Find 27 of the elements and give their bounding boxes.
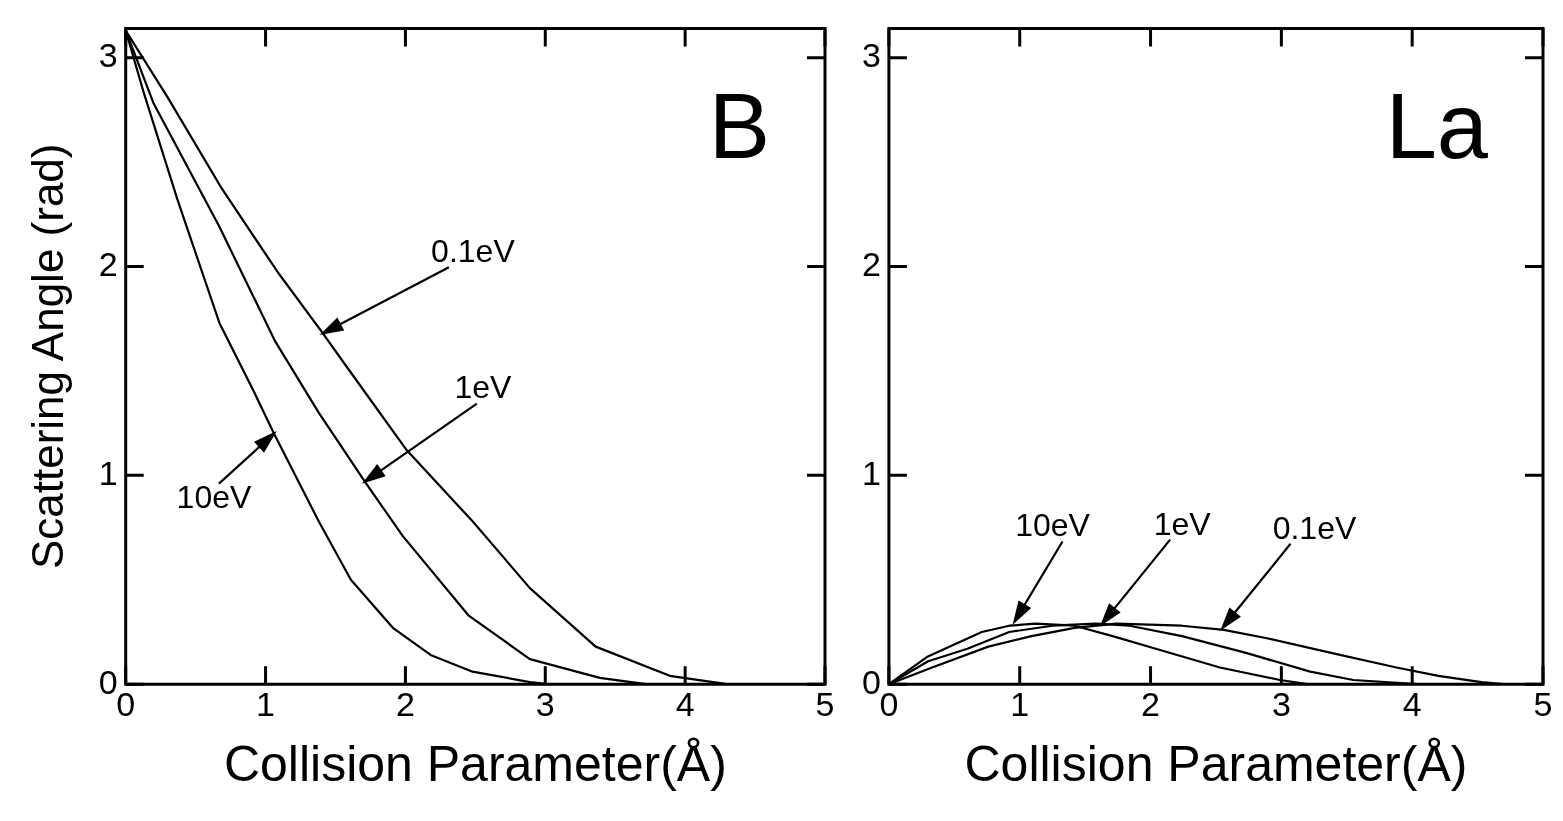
- x-tick-label: 4: [1402, 684, 1422, 723]
- x-tick-label: 1: [256, 684, 276, 723]
- y-tick-label: 2: [98, 244, 118, 283]
- x-tick-label: 2: [395, 684, 415, 723]
- annotation: 1eV: [454, 369, 512, 406]
- x-tick-label: 5: [815, 684, 835, 723]
- x-axis-title: Collision Parameter(Å): [964, 735, 1468, 792]
- x-tick-label: 4: [675, 684, 695, 723]
- annotation: 0.1eV: [1272, 509, 1357, 546]
- annotation: 1eV: [1153, 506, 1212, 543]
- annotation: 10eV: [1015, 507, 1091, 544]
- text: La: [1385, 74, 1489, 177]
- x-tick-label: 3: [1271, 684, 1291, 723]
- text: B: [708, 74, 770, 177]
- y-tick-label: 3: [861, 36, 881, 75]
- annotation: 0.1eV: [431, 233, 516, 270]
- annotation: 10eV: [176, 479, 252, 516]
- x-tick-label: 1: [1010, 684, 1030, 723]
- y-tick-label: 3: [98, 36, 118, 75]
- x-tick-label: 2: [1141, 684, 1161, 723]
- x-axis-title: Collision Parameter(Å): [223, 735, 727, 792]
- y-axis-title: Scattering Angle (rad): [22, 143, 72, 570]
- x-tick-label: 3: [535, 684, 555, 723]
- y-tick-label: 2: [861, 244, 881, 283]
- y-tick-label: 1: [98, 453, 118, 492]
- y-tick-label: 1: [861, 453, 881, 492]
- x-tick-label: 5: [1533, 684, 1553, 723]
